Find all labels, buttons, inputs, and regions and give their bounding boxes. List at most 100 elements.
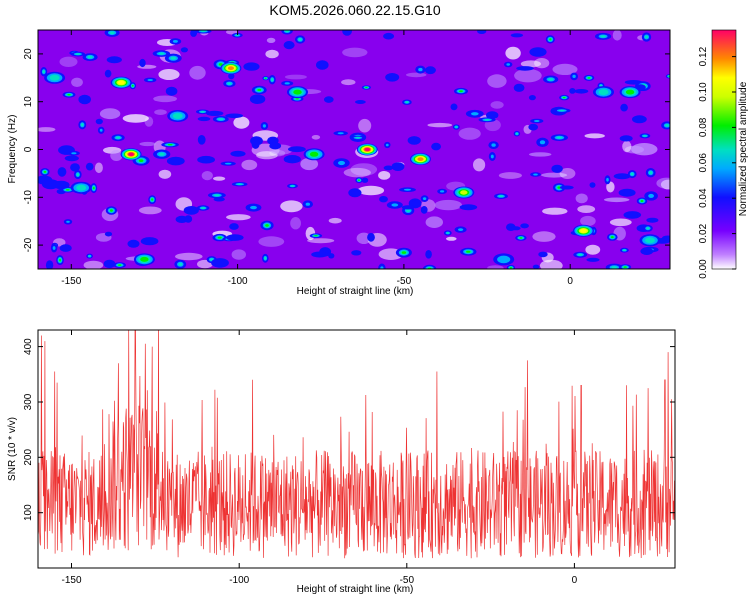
texture-blob bbox=[522, 224, 528, 228]
x-tick-label: -100 bbox=[228, 276, 248, 287]
colorbar-tick-label: 0.10 bbox=[698, 82, 709, 102]
heatmap-y-axis-label: Frequency (Hz) bbox=[7, 115, 18, 184]
y-tick-label: 10 bbox=[23, 96, 34, 108]
texture-blob bbox=[206, 110, 224, 116]
texture-blob bbox=[80, 96, 89, 103]
heatmap-peak bbox=[70, 181, 92, 194]
texture-blob bbox=[138, 206, 162, 215]
texture-blob bbox=[283, 155, 301, 164]
texture-blob bbox=[425, 250, 432, 259]
texture-blob bbox=[288, 146, 306, 153]
heatmap-y-ticks: -20 -10 0 10 20 bbox=[23, 48, 670, 252]
texture-blob bbox=[406, 72, 427, 78]
texture-blob bbox=[106, 232, 111, 236]
texture-blob bbox=[612, 30, 622, 41]
texture-blob bbox=[556, 136, 563, 139]
texture-blob bbox=[575, 193, 588, 204]
heatmap-peak bbox=[493, 253, 515, 266]
texture-blob bbox=[513, 34, 521, 37]
texture-blob bbox=[250, 205, 257, 210]
texture-blob bbox=[459, 90, 463, 93]
texture-blob bbox=[532, 231, 556, 242]
snr-y-axis-label: SNR (10 * v/v) bbox=[7, 417, 18, 481]
texture-blob bbox=[358, 118, 372, 133]
texture-blob bbox=[92, 186, 95, 190]
heatmap-peak bbox=[44, 71, 66, 84]
texture-blob bbox=[619, 135, 633, 142]
texture-blob bbox=[52, 246, 56, 250]
peak-contour bbox=[227, 66, 234, 71]
peak-contour bbox=[645, 237, 655, 244]
y-tick-label: 300 bbox=[23, 393, 34, 410]
texture-blob bbox=[466, 250, 471, 253]
texture-blob bbox=[214, 260, 226, 266]
texture-blob bbox=[446, 232, 450, 234]
texture-blob bbox=[411, 200, 419, 207]
x-tick-label: 0 bbox=[567, 276, 573, 287]
texture-blob bbox=[520, 60, 542, 68]
texture-blob bbox=[285, 42, 293, 48]
texture-blob bbox=[118, 264, 122, 266]
snr-frame bbox=[37, 329, 676, 569]
texture-blob bbox=[463, 205, 474, 209]
texture-blob bbox=[305, 202, 310, 206]
texture-blob bbox=[422, 207, 427, 213]
texture-blob bbox=[434, 199, 463, 211]
texture-blob bbox=[589, 258, 597, 262]
texture-blob bbox=[623, 266, 627, 268]
texture-blob bbox=[246, 64, 257, 70]
texture-blob bbox=[328, 217, 342, 224]
texture-blob bbox=[548, 78, 554, 81]
colorbar: 0.00 0.02 0.04 0.06 0.08 0.10 0.12 bbox=[698, 29, 737, 279]
texture-blob bbox=[99, 108, 121, 120]
texture-blob bbox=[139, 58, 146, 68]
texture-blob bbox=[627, 212, 638, 218]
texture-blob bbox=[646, 227, 650, 230]
texture-blob bbox=[172, 40, 178, 43]
texture-blob bbox=[418, 67, 423, 72]
texture-blob bbox=[224, 162, 232, 165]
texture-blob bbox=[110, 150, 123, 161]
peak-contour bbox=[172, 113, 183, 119]
texture-blob bbox=[231, 224, 237, 229]
texture-blob bbox=[587, 77, 591, 79]
texture-blob bbox=[622, 140, 632, 153]
texture-blob bbox=[76, 173, 80, 177]
texture-blob bbox=[622, 190, 633, 196]
texture-blob bbox=[43, 170, 47, 173]
texture-blob bbox=[505, 46, 521, 60]
peak-contour bbox=[117, 80, 125, 85]
texture-blob bbox=[620, 103, 628, 112]
heatmap-texture bbox=[38, 30, 670, 269]
texture-blob bbox=[539, 140, 546, 145]
x-tick-label: 0 bbox=[572, 575, 578, 586]
texture-blob bbox=[539, 259, 563, 269]
texture-blob bbox=[147, 79, 153, 81]
texture-blob bbox=[585, 244, 601, 255]
texture-blob bbox=[606, 177, 609, 182]
texture-blob bbox=[440, 190, 445, 193]
texture-blob bbox=[115, 136, 121, 139]
texture-blob bbox=[41, 179, 60, 190]
texture-blob bbox=[562, 96, 566, 99]
texture-blob bbox=[577, 253, 583, 256]
texture-blob bbox=[533, 173, 538, 176]
texture-blob bbox=[256, 151, 278, 160]
texture-blob bbox=[285, 30, 289, 33]
heatmap-peak bbox=[220, 62, 242, 75]
texture-blob bbox=[385, 143, 389, 147]
texture-blob bbox=[197, 116, 211, 122]
texture-blob bbox=[385, 73, 400, 82]
texture-blob bbox=[479, 30, 485, 33]
texture-blob bbox=[484, 119, 490, 121]
texture-blob bbox=[519, 237, 523, 239]
texture-blob bbox=[509, 267, 512, 269]
texture-blob bbox=[427, 122, 453, 128]
texture-blob bbox=[190, 30, 197, 37]
texture-blob bbox=[498, 172, 522, 179]
texture-blob bbox=[45, 260, 54, 269]
chart-title: KOM5.2026.060.22.15.G10 bbox=[269, 2, 440, 18]
heatmap-x-axis-label: Height of straight line (km) bbox=[297, 286, 414, 297]
texture-blob bbox=[640, 200, 644, 202]
